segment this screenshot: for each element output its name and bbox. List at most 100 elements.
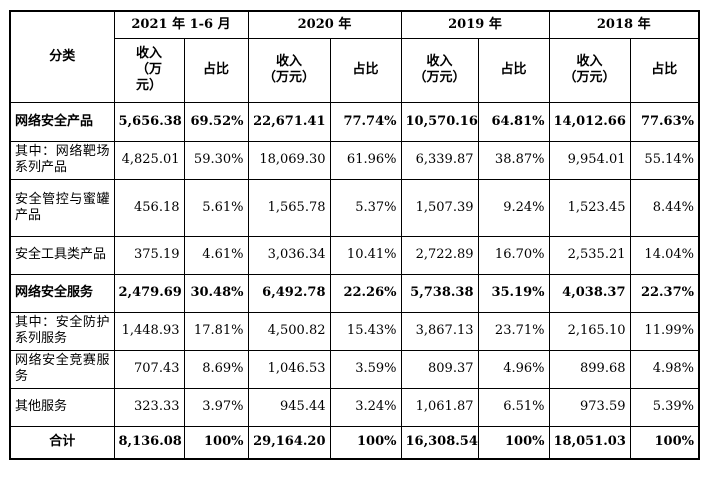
header-share-2018: 占比: [629, 37, 700, 103]
revenue-cell: 456.18: [113, 178, 185, 237]
share-cell: 77.63%: [629, 101, 700, 142]
header-revenue-2021h1: 收入 （万 元）: [113, 37, 185, 103]
row-category: 合计: [9, 425, 115, 460]
header-share-2019: 占比: [477, 37, 550, 103]
share-cell: 100%: [183, 425, 249, 460]
header-share-2020: 占比: [329, 37, 402, 103]
share-cell: 100%: [329, 425, 402, 460]
row-category: 其中：安全防护系列服务: [9, 311, 115, 351]
header-period-2018: 2018 年: [548, 10, 700, 39]
share-cell: 64.81%: [477, 101, 550, 142]
revenue-cell: 2,535.21: [548, 235, 631, 275]
share-cell: 4.61%: [183, 235, 249, 275]
revenue-breakdown-table: 分类 2021 年 1-6 月 2020 年 2019 年 2018 年 收入 …: [9, 10, 700, 460]
share-cell: 59.30%: [183, 140, 249, 180]
revenue-cell: 1,046.53: [247, 349, 331, 389]
share-cell: 5.39%: [629, 387, 700, 427]
table-row: 安全工具类产品 375.19 4.61% 3,036.34 10.41% 2,722.89…: [9, 235, 700, 275]
revenue-cell: 2,722.89: [400, 235, 479, 275]
share-cell: 4.96%: [477, 349, 550, 389]
revenue-cell: 4,825.01: [113, 140, 185, 180]
revenue-cell: 1,507.39: [400, 178, 479, 237]
share-cell: 5.37%: [329, 178, 402, 237]
revenue-cell: 1,448.93: [113, 311, 185, 351]
revenue-cell: 899.68: [548, 349, 631, 389]
revenue-cell: 5,738.38: [400, 273, 479, 313]
share-cell: 16.70%: [477, 235, 550, 275]
row-category: 其中：网络靶场系列产品: [9, 140, 115, 180]
table-body: 网络安全产品 5,656.38 69.52% 22,671.41 77.74% 10,57…: [9, 101, 700, 460]
header-period-2020: 2020 年: [247, 10, 402, 39]
revenue-cell: 1,061.87: [400, 387, 479, 427]
revenue-cell: 6,492.78: [247, 273, 331, 313]
header-share-2021h1: 占比: [183, 37, 249, 103]
revenue-cell: 4,500.82: [247, 311, 331, 351]
row-category: 安全工具类产品: [9, 235, 115, 275]
revenue-cell: 18,069.30: [247, 140, 331, 180]
revenue-cell: 9,954.01: [548, 140, 631, 180]
revenue-cell: 1,565.78: [247, 178, 331, 237]
revenue-cell: 2,165.10: [548, 311, 631, 351]
share-cell: 8.44%: [629, 178, 700, 237]
share-cell: 61.96%: [329, 140, 402, 180]
row-category: 安全管控与蜜罐产品: [9, 178, 115, 237]
revenue-cell: 29,164.20: [247, 425, 331, 460]
share-cell: 38.87%: [477, 140, 550, 180]
share-cell: 55.14%: [629, 140, 700, 180]
revenue-cell: 16,308.54: [400, 425, 479, 460]
share-cell: 30.48%: [183, 273, 249, 313]
table-row: 其他服务 323.33 3.97% 945.44 3.24% 1,061.87 6.51% 9…: [9, 387, 700, 427]
share-cell: 15.43%: [329, 311, 402, 351]
revenue-cell: 375.19: [113, 235, 185, 275]
share-cell: 5.61%: [183, 178, 249, 237]
share-cell: 4.98%: [629, 349, 700, 389]
revenue-cell: 10,570.16: [400, 101, 479, 142]
share-cell: 3.24%: [329, 387, 402, 427]
header-revenue-2020: 收入 （万元）: [247, 37, 331, 103]
revenue-cell: 14,012.66: [548, 101, 631, 142]
revenue-cell: 22,671.41: [247, 101, 331, 142]
share-cell: 23.71%: [477, 311, 550, 351]
header-category: 分类: [9, 10, 115, 103]
row-category: 网络安全竞赛服务: [9, 349, 115, 389]
revenue-cell: 3,867.13: [400, 311, 479, 351]
revenue-cell: 809.37: [400, 349, 479, 389]
revenue-cell: 323.33: [113, 387, 185, 427]
share-cell: 35.19%: [477, 273, 550, 313]
share-cell: 22.37%: [629, 273, 700, 313]
revenue-cell: 6,339.87: [400, 140, 479, 180]
share-cell: 9.24%: [477, 178, 550, 237]
table-row: 其中：安全防护系列服务 1,448.93 17.81% 4,500.82 15.43% 3…: [9, 311, 700, 351]
share-cell: 11.99%: [629, 311, 700, 351]
share-cell: 69.52%: [183, 101, 249, 142]
share-cell: 22.26%: [329, 273, 402, 313]
revenue-cell: 4,038.37: [548, 273, 631, 313]
table-row: 网络安全产品 5,656.38 69.52% 22,671.41 77.74% 10,57…: [9, 101, 700, 142]
share-cell: 8.69%: [183, 349, 249, 389]
row-category: 网络安全服务: [9, 273, 115, 313]
header-revenue-2019: 收入 （万元）: [400, 37, 479, 103]
share-cell: 6.51%: [477, 387, 550, 427]
table-row: 网络安全竞赛服务 707.43 8.69% 1,046.53 3.59% 809.37 4.…: [9, 349, 700, 389]
header-revenue-2018: 收入 （万元）: [548, 37, 631, 103]
header-period-2019: 2019 年: [400, 10, 550, 39]
share-cell: 100%: [477, 425, 550, 460]
row-category: 其他服务: [9, 387, 115, 427]
revenue-cell: 707.43: [113, 349, 185, 389]
table-row: 安全管控与蜜罐产品 456.18 5.61% 1,565.78 5.37% 1,507.3…: [9, 178, 700, 237]
table-row: 其中：网络靶场系列产品 4,825.01 59.30% 18,069.30 61.96%…: [9, 140, 700, 180]
revenue-cell: 2,479.69: [113, 273, 185, 313]
share-cell: 77.74%: [329, 101, 402, 142]
revenue-cell: 945.44: [247, 387, 331, 427]
share-cell: 3.59%: [329, 349, 402, 389]
table-row: 网络安全服务 2,479.69 30.48% 6,492.78 22.26% 5,738.…: [9, 273, 700, 313]
header-period-2021h1: 2021 年 1-6 月: [113, 10, 249, 39]
share-cell: 3.97%: [183, 387, 249, 427]
revenue-cell: 973.59: [548, 387, 631, 427]
share-cell: 10.41%: [329, 235, 402, 275]
share-cell: 14.04%: [629, 235, 700, 275]
total-row: 合计 8,136.08 100% 29,164.20 100% 16,308.54 100%…: [9, 425, 700, 460]
revenue-cell: 3,036.34: [247, 235, 331, 275]
revenue-cell: 1,523.45: [548, 178, 631, 237]
share-cell: 100%: [629, 425, 700, 460]
